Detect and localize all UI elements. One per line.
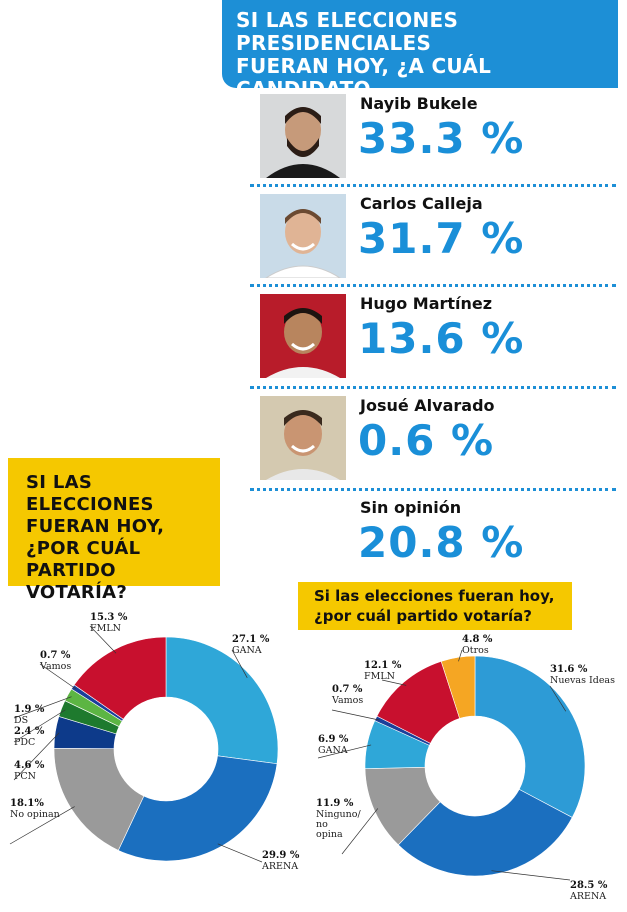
party-question-2-line-1: Si las elecciones fueran hoy, bbox=[314, 587, 555, 605]
candidate-name: Carlos Calleja bbox=[360, 194, 483, 213]
slice-label-fmln: FMLN bbox=[90, 623, 121, 634]
slice-arena bbox=[117, 755, 278, 862]
party-question-2-line-2: ¿por cuál partido votaría? bbox=[314, 607, 532, 625]
slice-value-no-opinan: 18.1% bbox=[10, 798, 44, 809]
candidate-photo-bukele bbox=[260, 94, 346, 178]
divider bbox=[250, 488, 616, 491]
slice-label-no-opinan: No opinan bbox=[10, 809, 60, 820]
leader-line-ds bbox=[13, 696, 72, 719]
candidate-value: 31.7 % bbox=[358, 214, 525, 263]
candidate-row-martinez: Hugo Martínez 13.6 % bbox=[254, 288, 616, 384]
candidate-name: Sin opinión bbox=[360, 498, 462, 517]
candidate-row-bukele: Nayib Bukele 33.3 % bbox=[254, 88, 616, 184]
leader-line-fmln bbox=[381, 679, 407, 686]
slice-value-vamos: 0.7 % bbox=[332, 684, 363, 695]
divider bbox=[250, 184, 616, 187]
slice-label-gana: GANA bbox=[318, 745, 348, 756]
leader-line-pdc bbox=[13, 709, 66, 743]
slice-value-otros: 4.8 % bbox=[462, 634, 493, 645]
slice-value-vamos: 0.7 % bbox=[40, 650, 71, 661]
slice-value-arena: 28.5 % bbox=[570, 880, 608, 891]
slice-fmln bbox=[73, 636, 167, 720]
leader-line-arena bbox=[217, 843, 263, 863]
slice-value-ninguno-no-opina: 11.9 % bbox=[316, 798, 354, 809]
slice-label-ds: DS bbox=[14, 715, 28, 726]
slice-arena bbox=[397, 788, 573, 877]
slice-label-fmln: FMLN bbox=[364, 671, 395, 682]
slice-value-gana: 6.9 % bbox=[318, 734, 349, 745]
party-question-line-4: PARTIDO VOTARÍA? bbox=[26, 560, 128, 603]
candidate-photo-martinez bbox=[260, 294, 346, 378]
candidate-name: Josué Alvarado bbox=[360, 396, 495, 415]
leader-line-ninguno-no-opina bbox=[341, 808, 379, 855]
slice-label-ninguno-no-opina: opina bbox=[316, 829, 343, 840]
divider bbox=[250, 284, 616, 287]
slice-label-otros: Otros bbox=[462, 645, 489, 656]
party-question-box-2: Si las elecciones fueran hoy, ¿por cuál … bbox=[298, 582, 572, 630]
slice-value-ds: 1.9 % bbox=[14, 704, 45, 715]
slice-nuevas-ideas bbox=[474, 655, 586, 818]
slice-no-opinan bbox=[53, 747, 145, 851]
slice-label-nuevas-ideas: Nuevas Ideas bbox=[550, 675, 615, 686]
slice-label-ninguno-no-opina: no bbox=[316, 819, 328, 830]
slice-value-pcn: 4.6 % bbox=[14, 760, 45, 771]
slice-value-nuevas-ideas: 31.6 % bbox=[550, 664, 588, 675]
party-question-line-3: ¿POR CUÁL bbox=[26, 538, 141, 559]
slice-label-arena: ARENA bbox=[569, 891, 606, 902]
presidential-question-header: SI LAS ELECCIONES PRESIDENCIALES FUERAN … bbox=[222, 0, 618, 124]
leader-line-no-opinan bbox=[9, 806, 75, 845]
candidate-name: Nayib Bukele bbox=[360, 94, 478, 113]
candidate-value: 20.8 % bbox=[358, 518, 525, 567]
slice-label-arena: ARENA bbox=[261, 861, 298, 872]
slice-value-arena: 29.9 % bbox=[262, 850, 300, 861]
slice-label-pcn: PCN bbox=[14, 771, 36, 782]
slice-label-vamos: Vamos bbox=[331, 695, 363, 706]
slice-value-gana: 27.1 % bbox=[232, 634, 270, 645]
party-donut-chart-left: 27.1 %GANA 29.9 %ARENA 18.1%No opinan 4.6 %… bbox=[9, 612, 300, 872]
slice-otros bbox=[440, 655, 476, 719]
divider bbox=[250, 386, 616, 389]
leader-line-vamos bbox=[331, 709, 380, 721]
candidate-name: Hugo Martínez bbox=[360, 294, 493, 313]
leader-line-otros bbox=[458, 649, 463, 662]
slice-value-pdc: 2.4 % bbox=[14, 726, 45, 737]
candidate-value: 0.6 % bbox=[358, 416, 495, 465]
leader-line-nuevas-ideas bbox=[549, 685, 567, 712]
party-question-line-2: FUERAN HOY, bbox=[26, 516, 165, 537]
leader-line-fmln bbox=[89, 625, 117, 654]
slice-gana bbox=[165, 636, 279, 765]
candidate-value: 33.3 % bbox=[358, 114, 525, 163]
party-question-line-1: SI LAS ELECCIONES bbox=[26, 472, 154, 515]
candidate-row-sin-opinion: Sin opinión 20.8 % bbox=[254, 492, 616, 588]
party-question-box: SI LAS ELECCIONES FUERAN HOY, ¿POR CUÁL … bbox=[8, 458, 220, 603]
slice-label-pdc: PDC bbox=[14, 737, 35, 748]
leader-line-pcn bbox=[13, 732, 60, 781]
leader-line-arena bbox=[491, 870, 571, 881]
leader-line-gana bbox=[317, 744, 372, 759]
party-donut-chart-right: 31.6 %Nuevas Ideas 28.5 %ARENA 11.9 %Ningu… bbox=[316, 634, 615, 902]
leader-line-gana bbox=[231, 649, 248, 679]
leader-line-vamos bbox=[39, 663, 77, 690]
candidate-value: 13.6 % bbox=[358, 314, 525, 363]
candidate-row-alvarado: Josué Alvarado 0.6 % bbox=[254, 390, 616, 486]
header-line-1: SI LAS ELECCIONES PRESIDENCIALES bbox=[236, 8, 459, 55]
candidate-photo-calleja bbox=[260, 194, 346, 278]
candidate-photo-alvarado bbox=[260, 396, 346, 480]
slice-label-vamos: Vamos bbox=[39, 661, 71, 672]
candidate-row-calleja: Carlos Calleja 31.7 % bbox=[254, 188, 616, 284]
slice-label-ninguno-no-opina: Ninguno/ bbox=[316, 809, 362, 820]
slice-label-gana: GANA bbox=[232, 645, 262, 656]
slice-value-fmln: 12.1 % bbox=[364, 660, 402, 671]
slice-value-fmln: 15.3 % bbox=[90, 612, 128, 623]
